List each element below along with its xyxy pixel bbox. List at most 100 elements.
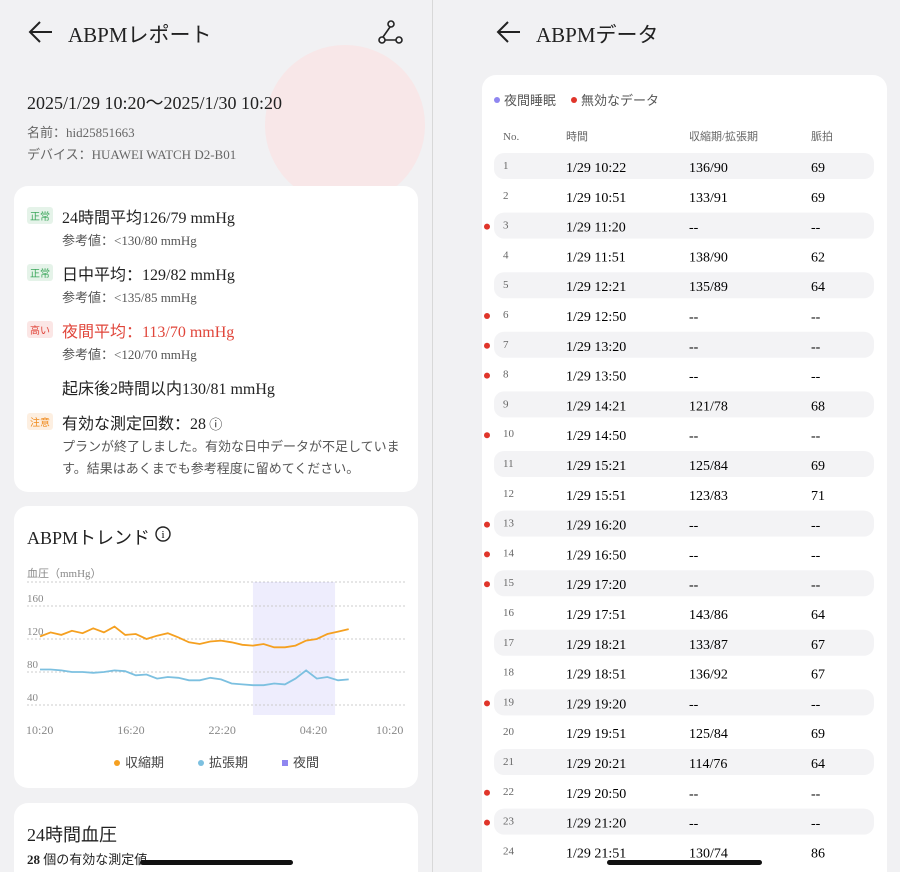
row-time: 1/29 12:21 xyxy=(566,280,626,295)
invalid-dot xyxy=(484,521,490,528)
item-text: 起床後2時間以内130/81 mmHg xyxy=(62,381,275,398)
column-header: 時間 xyxy=(566,130,588,143)
badge: 正常 xyxy=(27,264,53,281)
row-pulse: 64 xyxy=(811,757,825,772)
invalid-dot xyxy=(484,223,490,230)
y-tick-label: 120 xyxy=(27,626,44,638)
row-bp: 136/90 xyxy=(689,161,728,176)
row-no: 8 xyxy=(503,369,509,381)
row-pulse: -- xyxy=(811,370,821,385)
badge: 高い xyxy=(27,321,53,338)
trend-card: ABPMトレンド xyxy=(14,506,418,788)
badge: 正常 xyxy=(27,207,53,224)
row-pulse: 69 xyxy=(811,191,825,206)
row-time: 1/29 15:21 xyxy=(566,459,626,474)
item-text: 夜間平均：113/70 mmHg xyxy=(62,324,235,341)
row-bp: -- xyxy=(689,578,699,593)
row-pulse: 62 xyxy=(811,250,825,265)
invalid-dot xyxy=(484,313,490,319)
row-bp: 123/83 xyxy=(689,489,728,504)
row-no: 12 xyxy=(503,488,514,500)
home-bar xyxy=(607,860,762,865)
row-no: 24 xyxy=(503,845,515,857)
row-pulse: -- xyxy=(811,519,821,534)
row-pulse: -- xyxy=(811,429,821,444)
row-pulse: 69 xyxy=(811,161,825,176)
valid-count: 28 個の有効な測定値 xyxy=(27,849,147,868)
row-no: 3 xyxy=(503,220,509,232)
row-time: 1/29 16:20 xyxy=(566,519,626,534)
row-time: 1/29 10:22 xyxy=(566,161,626,176)
back-button[interactable] xyxy=(496,21,520,43)
invalid-dot xyxy=(484,432,490,439)
row-no: 20 xyxy=(503,726,515,738)
row-bp: 135/89 xyxy=(689,280,728,295)
legend-dot xyxy=(114,760,120,766)
row-pulse: -- xyxy=(811,340,821,355)
legend-label: 夜間 xyxy=(293,755,319,770)
bp24-title: 24時間血圧 xyxy=(27,825,117,845)
row-pulse: -- xyxy=(811,697,821,712)
row-bp: -- xyxy=(689,221,699,236)
legend-dot xyxy=(571,97,577,103)
x-tick-label: 04:20 xyxy=(300,723,327,737)
row-no: 23 xyxy=(503,816,515,828)
header-title: ABPMデータ xyxy=(536,23,659,47)
legend-label: 拡張期 xyxy=(209,755,248,770)
item-text: 日中平均：129/82 mmHg xyxy=(62,267,235,284)
row-no: 10 xyxy=(503,428,515,440)
count: 28 xyxy=(27,852,40,867)
row-bp: -- xyxy=(689,787,699,802)
trend-title: ABPMトレンド xyxy=(27,528,151,548)
home-bar xyxy=(140,860,293,865)
row-time: 1/29 10:51 xyxy=(566,191,626,206)
column-header: No. xyxy=(503,131,519,143)
share-button[interactable] xyxy=(378,20,403,44)
x-tick-label: 16:20 xyxy=(117,723,144,737)
row-pulse: 86 xyxy=(811,846,825,861)
row-time: 1/29 14:50 xyxy=(566,429,626,444)
row-bp: -- xyxy=(689,519,699,534)
legend-dot xyxy=(282,760,288,766)
name: 名前：hid25851663 xyxy=(27,125,135,140)
x-tick-label: 10:20 xyxy=(376,723,403,737)
legend-label: 無効なデータ xyxy=(581,93,659,108)
series-line xyxy=(39,625,349,649)
legend-label: 収縮期 xyxy=(125,755,164,770)
row-bp: 133/87 xyxy=(689,638,728,653)
row-no: 13 xyxy=(503,518,515,530)
night-band xyxy=(252,582,336,715)
row-no: 14 xyxy=(503,547,515,559)
y-tick-label: 80 xyxy=(27,659,39,671)
row-time: 1/29 18:21 xyxy=(566,638,626,653)
row-pulse: 68 xyxy=(811,399,825,414)
column-header: 脈拍 xyxy=(811,129,833,143)
row-time: 1/29 17:51 xyxy=(566,608,626,623)
row-no: 9 xyxy=(503,398,509,410)
row-bp: -- xyxy=(689,429,699,444)
row-no: 16 xyxy=(503,607,515,619)
invalid-dot xyxy=(484,342,490,349)
row-no: 6 xyxy=(503,309,509,321)
info-icon xyxy=(155,526,171,542)
x-tick-label: 10:20 xyxy=(26,723,53,737)
row-pulse: 69 xyxy=(811,727,825,742)
back-button[interactable] xyxy=(28,21,52,43)
row-time: 1/29 16:50 xyxy=(566,548,626,563)
row-bp: -- xyxy=(689,310,699,325)
row-stripe xyxy=(494,749,874,775)
row-pulse: 64 xyxy=(811,608,825,623)
row-stripe xyxy=(494,331,874,358)
item-ref: プランが終了しました。有効な日中データが不足しています。結果はあくまでも参考程度… xyxy=(62,439,400,476)
row-pulse: 64 xyxy=(811,280,825,295)
row-no: 18 xyxy=(503,667,515,679)
row-time: 1/29 20:50 xyxy=(566,787,626,802)
y-tick-label: 160 xyxy=(27,593,44,605)
row-no: 17 xyxy=(503,637,515,649)
home-indicator xyxy=(140,860,762,865)
info-icon[interactable]: ⓘ xyxy=(206,417,223,432)
legend-dot xyxy=(494,97,500,103)
x-tick-label: 22:20 xyxy=(209,723,236,737)
row-time: 1/29 18:51 xyxy=(566,668,626,683)
